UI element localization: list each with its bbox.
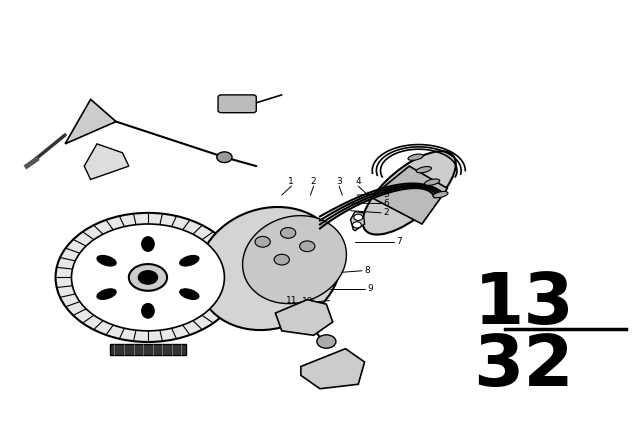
- Polygon shape: [301, 349, 365, 389]
- FancyBboxPatch shape: [218, 95, 256, 113]
- Polygon shape: [84, 144, 129, 180]
- Ellipse shape: [243, 215, 346, 304]
- Text: 32: 32: [474, 332, 574, 401]
- Circle shape: [129, 264, 167, 291]
- Circle shape: [217, 152, 232, 163]
- FancyBboxPatch shape: [109, 344, 186, 355]
- Text: 11: 11: [286, 296, 298, 305]
- Circle shape: [280, 228, 296, 238]
- Ellipse shape: [433, 191, 448, 198]
- Text: 13: 13: [474, 270, 574, 339]
- Ellipse shape: [408, 154, 423, 160]
- Circle shape: [300, 241, 315, 252]
- Text: 9: 9: [368, 284, 374, 293]
- Circle shape: [72, 224, 225, 331]
- Circle shape: [231, 99, 244, 108]
- Text: 8: 8: [365, 266, 371, 275]
- Ellipse shape: [97, 255, 116, 266]
- Ellipse shape: [97, 289, 116, 299]
- Circle shape: [255, 237, 270, 247]
- Ellipse shape: [180, 255, 199, 266]
- Circle shape: [353, 222, 362, 228]
- Circle shape: [56, 213, 241, 342]
- Ellipse shape: [424, 179, 440, 185]
- Text: 7: 7: [396, 237, 402, 246]
- Ellipse shape: [141, 303, 154, 318]
- Text: 4: 4: [355, 177, 361, 186]
- Text: 10: 10: [302, 297, 314, 306]
- Ellipse shape: [363, 151, 456, 235]
- Polygon shape: [275, 300, 333, 335]
- Text: 5: 5: [384, 190, 390, 198]
- Ellipse shape: [141, 237, 154, 251]
- Ellipse shape: [180, 289, 199, 299]
- Text: 6: 6: [384, 199, 390, 208]
- Text: 2: 2: [311, 177, 316, 186]
- Text: 3: 3: [336, 177, 342, 186]
- Circle shape: [138, 271, 157, 284]
- Circle shape: [317, 335, 336, 348]
- Ellipse shape: [416, 167, 431, 173]
- Ellipse shape: [198, 207, 340, 330]
- Polygon shape: [351, 211, 365, 231]
- Polygon shape: [371, 166, 447, 224]
- Polygon shape: [65, 99, 116, 144]
- Circle shape: [274, 254, 289, 265]
- Text: 1: 1: [289, 177, 294, 186]
- Text: 2: 2: [384, 208, 389, 217]
- Circle shape: [354, 214, 363, 220]
